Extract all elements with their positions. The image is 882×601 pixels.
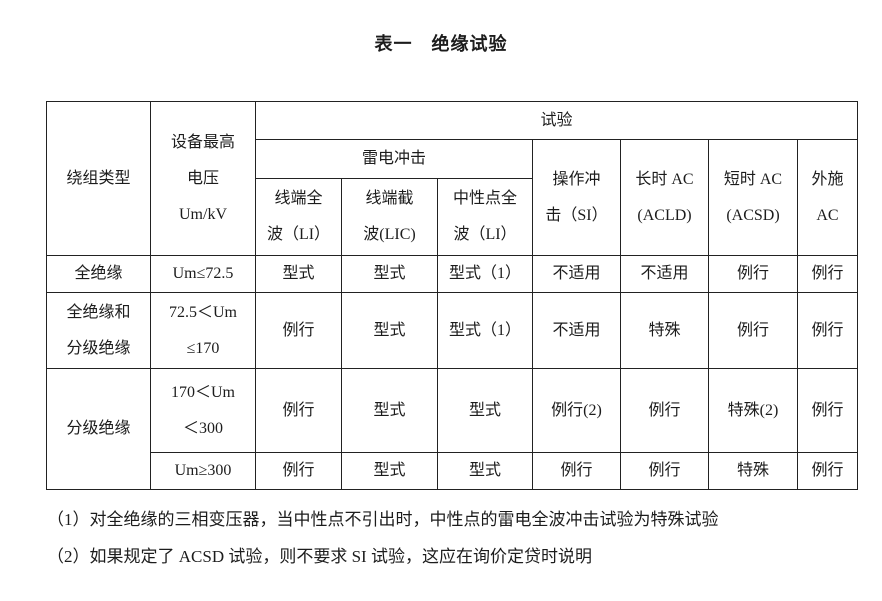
header-li-full-wave: 线端全 波（LI） bbox=[255, 178, 342, 256]
footnotes: （1）对全绝缘的三相变压器，当中性点不引出时，中性点的雷电全波冲击试验为特殊试验… bbox=[47, 501, 882, 575]
document-page: 表一 绝缘试验 绕组类型 设备最高 电压 Um/kV 试验 雷电冲击 操作冲 击… bbox=[0, 30, 882, 575]
cell-test-result: 型式（1） bbox=[437, 292, 533, 369]
cell-test-result: 不适用 bbox=[532, 292, 621, 369]
cell-um-range: 170＜Um ＜300 bbox=[150, 368, 256, 453]
cell-winding-type: 分级绝缘 bbox=[46, 368, 151, 490]
cell-test-result: 型式 bbox=[437, 368, 533, 453]
cell-test-result: 型式 bbox=[437, 452, 533, 490]
table-title: 表一 绝缘试验 bbox=[374, 34, 508, 54]
cell-test-result: 例行 bbox=[620, 368, 709, 453]
header-max-voltage: 设备最高 电压 Um/kV bbox=[150, 101, 256, 256]
cell-test-result: 特殊(2) bbox=[708, 368, 798, 453]
header-row-impulse: 雷电冲击 操作冲 击（SI） 长时 AC (ACLD) 短时 AC (ACSD)… bbox=[47, 139, 858, 256]
cell-winding-type: 全绝缘和 分级绝缘 bbox=[46, 292, 151, 369]
cell-test-result: 不适用 bbox=[620, 255, 709, 293]
cell-test-result: 例行 bbox=[532, 452, 621, 490]
header-li-neutral-full-wave: 中性点全 波（LI） bbox=[437, 178, 533, 256]
cell-test-result: 型式 bbox=[255, 255, 342, 293]
header-switching-impulse: 操作冲 击（SI） bbox=[532, 139, 621, 256]
footnote-2: （2）如果规定了 ACSD 试验，则不要求 SI 试验，这应在询价定贷时说明 bbox=[47, 547, 592, 566]
table-row: 全绝缘和 分级绝缘 72.5＜Um ≤170 例行 型式 型式（1） 不适用 特… bbox=[46, 292, 858, 369]
cell-test-result: 例行 bbox=[255, 292, 342, 369]
cell-um-range: Um≥300 bbox=[150, 452, 256, 490]
cell-test-result: 例行 bbox=[255, 452, 342, 490]
cell-test-result: 例行 bbox=[797, 368, 858, 453]
cell-test-result: 例行 bbox=[708, 292, 798, 369]
header-li-chopped-wave: 线端截 波(LIC) bbox=[341, 178, 438, 256]
cell-test-result: 特殊 bbox=[620, 292, 709, 369]
header-short-ac: 短时 AC (ACSD) bbox=[708, 139, 798, 256]
cell-test-result: 例行 bbox=[797, 255, 858, 293]
cell-winding-type: 全绝缘 bbox=[46, 255, 151, 293]
footnote-1: （1）对全绝缘的三相变压器，当中性点不引出时，中性点的雷电全波冲击试验为特殊试验 bbox=[47, 510, 719, 529]
cell-test-result: 例行 bbox=[797, 292, 858, 369]
header-applied-ac: 外施 AC bbox=[797, 139, 858, 256]
table-row: 分级绝缘 170＜Um ＜300 例行 型式 型式 例行(2) 例行 特殊(2)… bbox=[46, 368, 858, 490]
cell-um-range: 72.5＜Um ≤170 bbox=[150, 292, 256, 369]
header-long-ac: 长时 AC (ACLD) bbox=[620, 139, 709, 256]
header-row-li-sub: 线端全 波（LI） 线端截 波(LIC) 中性点全 波（LI） bbox=[47, 178, 858, 256]
cell-test-result: 不适用 bbox=[532, 255, 621, 293]
cell-test-result: 型式 bbox=[341, 292, 438, 369]
cell-test-result: 型式 bbox=[341, 255, 438, 293]
cell-test-result: 型式 bbox=[341, 452, 438, 490]
table-row: 全绝缘 Um≤72.5 型式 型式 型式（1） 不适用 不适用 例行 例行 bbox=[46, 255, 858, 293]
header-winding-type: 绕组类型 bbox=[46, 101, 151, 256]
cell-test-result: 型式（1） bbox=[437, 255, 533, 293]
cell-test-result: 例行(2) bbox=[532, 368, 621, 453]
insulation-test-table: 绕组类型 设备最高 电压 Um/kV 试验 雷电冲击 操作冲 击（SI） 长时 … bbox=[46, 101, 858, 490]
cell-test-result: 例行 bbox=[797, 452, 858, 490]
cell-test-result: 例行 bbox=[708, 255, 798, 293]
cell-test-result: 特殊 bbox=[708, 452, 798, 490]
cell-test-result: 例行 bbox=[255, 368, 342, 453]
header-test-group: 试验 bbox=[255, 101, 858, 140]
cell-um-range: Um≤72.5 bbox=[150, 255, 256, 293]
header-lightning-impulse: 雷电冲击 bbox=[255, 139, 533, 179]
table-row: Um≥300 例行 型式 型式 例行 例行 特殊 例行 bbox=[47, 452, 858, 490]
cell-test-result: 例行 bbox=[620, 452, 709, 490]
header-row-test: 绕组类型 设备最高 电压 Um/kV 试验 bbox=[46, 101, 858, 256]
cell-test-result: 型式 bbox=[341, 368, 438, 453]
